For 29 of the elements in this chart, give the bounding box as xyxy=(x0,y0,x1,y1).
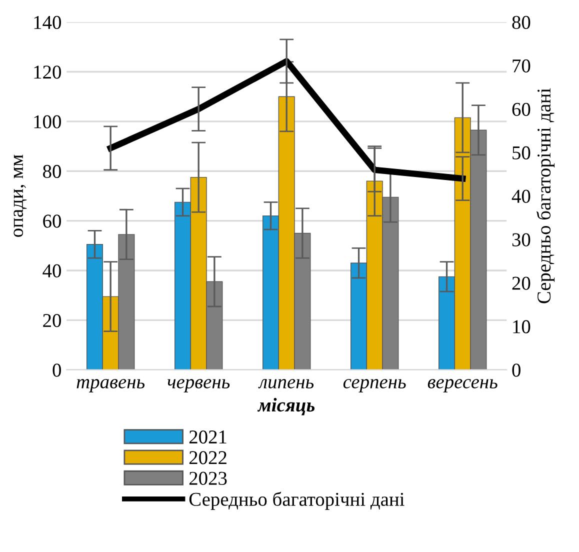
y2-tick-label: 80 xyxy=(512,16,530,30)
y-tick-label: 0 xyxy=(52,364,61,377)
y-tick-label: 80 xyxy=(43,164,61,178)
y2-tick-label: 30 xyxy=(512,233,530,246)
y-tick-label: 100 xyxy=(34,115,61,128)
x-tick-label: серпень xyxy=(343,379,406,392)
legend-label: 2023 xyxy=(189,472,227,485)
x-axis-title: місяць xyxy=(257,398,315,416)
legend-label: 2022 xyxy=(189,451,226,464)
y-tick-label: 120 xyxy=(34,66,61,79)
x-tick-label: червень xyxy=(168,379,230,392)
y-tick-label: 40 xyxy=(42,264,61,278)
y2-tick-label: 40 xyxy=(512,190,530,203)
y-axis-title: опади, мм xyxy=(14,154,27,237)
y2-tick-label: 10 xyxy=(513,320,530,334)
y-tick-label: 140 xyxy=(34,16,61,30)
y2-tick-label: 0 xyxy=(512,364,520,377)
y2-tick-label: 50 xyxy=(512,146,530,160)
legend-label: Середньо багаторічні дані xyxy=(189,492,404,510)
y2-tick-label: 70 xyxy=(512,59,530,72)
legend-label: 2021 xyxy=(189,430,226,444)
x-tick-label: вересень xyxy=(428,379,498,392)
y-tick-label: 20 xyxy=(43,314,61,328)
y2-axis-title: Середньо багаторічні дані xyxy=(536,88,555,304)
y2-tick-label: 20 xyxy=(512,276,530,290)
x-tick-label: травень xyxy=(76,379,145,392)
x-tick-label: липень xyxy=(258,379,314,388)
y2-tick-label: 60 xyxy=(512,102,530,116)
y-tick-label: 60 xyxy=(43,214,61,228)
